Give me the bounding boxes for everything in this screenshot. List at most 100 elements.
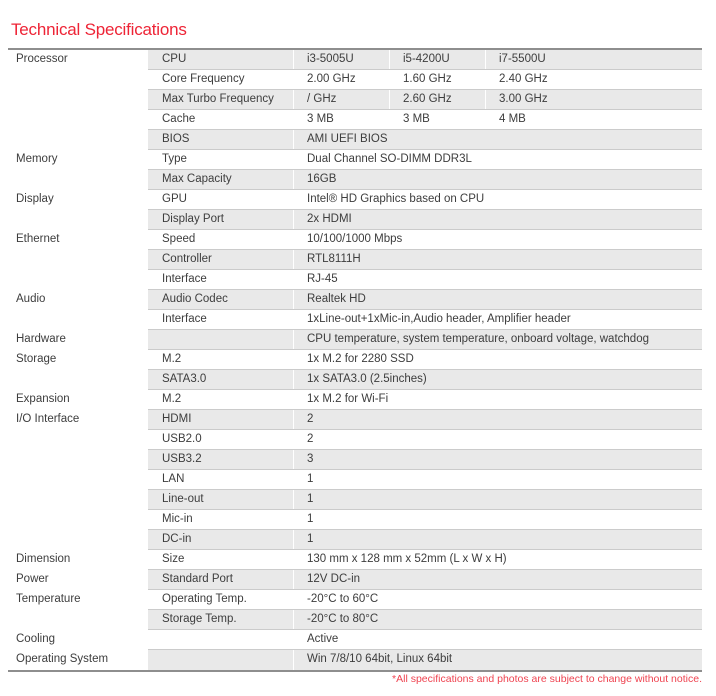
spec-value-cell: 1 [293,490,702,509]
category-cell: Dimension [8,550,148,570]
spec-subrow: Operating Temp. -20°C to 60°C [148,590,702,610]
spec-row: USB2.0 2 [8,430,702,450]
spec-row: Storage M.2 1x M.2 for 2280 SSD [8,350,702,370]
spec-label-cell: GPU [162,193,187,205]
spec-subrow: Max Turbo Frequency / GHz 2.60 GHz 3.00 GHz [148,90,702,110]
spec-label-cell: Size [162,553,185,565]
spec-row: Storage Temp. -20°C to 80°C [8,610,702,630]
spec-label-cell: Interface [162,273,207,285]
spec-row: Cooling Active [8,630,702,650]
spec-subrow: Display Port 2x HDMI [148,210,702,230]
spec-label-cell: Controller [162,253,212,265]
spec-label-cell [148,650,293,670]
spec-label-cell: Operating Temp. [162,593,247,605]
category-cell [8,130,148,150]
category-cell: Expansion [8,390,148,410]
category-cell: Storage [8,350,148,370]
spec-label-cell: LAN [162,473,185,485]
spec-subrow: CPU i3-5005U i5-4200U i7-5500U [148,50,702,70]
category-cell [8,70,148,90]
spec-label-cell: Display Port [162,213,224,225]
category-cell [8,90,148,110]
category-cell: Operating System [8,650,148,670]
category-cell: Cooling [8,630,148,650]
spec-label-cell: Standard Port [162,573,233,585]
spec-value-cell: Active [293,630,702,649]
spec-subrow: CPU temperature, system temperature, onb… [148,330,702,350]
category-cell: Audio [8,290,148,310]
spec-label-cell: Type [162,153,187,165]
spec-row: Line-out 1 [8,490,702,510]
spec-value-cell: 1 [293,470,702,489]
spec-subrow: Controller RTL8111H [148,250,702,270]
spec-label-cell: HDMI [162,413,192,425]
spec-table: Processor CPU i3-5005U i5-4200U i7-5500U Core… [8,48,702,672]
spec-subrow: Cache 3 MB 3 MB 4 MB [148,110,702,130]
spec-value-cell: Intel® HD Graphics based on CPU [293,190,702,209]
spec-subrow: DC-in 1 [148,530,702,550]
spec-label-cell: Cache [162,113,196,125]
spec-row: Hardware CPU temperature, system temperat… [8,330,702,350]
spec-row: SATA3.0 1x SATA3.0 (2.5inches) [8,370,702,390]
spec-row: Temperature Operating Temp. -20°C to 60°C [8,590,702,610]
spec-row: Max Capacity 16GB [8,170,702,190]
spec-row: Display GPU Intel® HD Graphics based on CP… [8,190,702,210]
spec-label-cell: USB2.0 [162,433,202,445]
spec-subrow: LAN 1 [148,470,702,490]
spec-value-cell: i7-5500U [485,50,702,69]
spec-subrow: Storage Temp. -20°C to 80°C [148,610,702,630]
category-cell [8,370,148,390]
spec-value-cell: Realtek HD [293,290,702,309]
spec-row: USB3.2 3 [8,450,702,470]
spec-value-cell: 1x M.2 for Wi-Fi [293,390,702,409]
spec-subrow: Core Frequency 2.00 GHz 1.60 GHz 2.40 GHz [148,70,702,90]
spec-subrow: Type Dual Channel SO-DIMM DDR3L [148,150,702,170]
spec-subrow: GPU Intel® HD Graphics based on CPU [148,190,702,210]
category-cell: I/O Interface [8,410,148,430]
spec-value-cell: 1xLine-out+1xMic-in,Audio header, Amplif… [293,310,702,329]
category-cell [8,170,148,190]
disclaimer-footnote: *All specifications and photos are subje… [392,673,702,685]
category-cell: Temperature [8,590,148,610]
spec-subrow: Size 130 mm x 128 mm x 52mm (L x W x H) [148,550,702,570]
category-cell [8,470,148,490]
spec-subrow: USB2.0 2 [148,430,702,450]
spec-value-cell: 3 [293,450,702,469]
category-cell: Memory [8,150,148,170]
category-cell: Hardware [8,330,148,350]
spec-value-cell: Dual Channel SO-DIMM DDR3L [293,150,702,169]
spec-label-cell: Storage Temp. [162,613,237,625]
spec-subrow: Win 7/8/10 64bit, Linux 64bit [148,650,702,670]
category-cell [8,510,148,530]
spec-label-cell [148,630,293,649]
spec-subrow: SATA3.0 1x SATA3.0 (2.5inches) [148,370,702,390]
category-cell [8,210,148,230]
spec-label-cell [148,330,293,349]
spec-value-cell: RTL8111H [293,250,702,269]
category-cell: Processor [8,50,148,70]
spec-label-cell: Audio Codec [162,293,228,305]
spec-row: Interface RJ-45 [8,270,702,290]
spec-row: Cache 3 MB 3 MB 4 MB [8,110,702,130]
category-cell [8,610,148,630]
spec-row: Memory Type Dual Channel SO-DIMM DDR3L [8,150,702,170]
spec-subrow: Line-out 1 [148,490,702,510]
spec-row: Core Frequency 2.00 GHz 1.60 GHz 2.40 GHz [8,70,702,90]
spec-value-cell: 2.40 GHz [485,70,702,89]
spec-value-cell: Win 7/8/10 64bit, Linux 64bit [293,650,702,670]
spec-value-cell: RJ-45 [293,270,702,289]
spec-value-cell: 2x HDMI [293,210,702,229]
spec-subrow: Max Capacity 16GB [148,170,702,190]
page-title: Technical Specifications [11,20,187,40]
category-cell: Ethernet [8,230,148,250]
category-cell [8,270,148,290]
spec-label-cell: Max Turbo Frequency [162,93,274,105]
spec-label-cell: Mic-in [162,513,193,525]
category-cell: Display [8,190,148,210]
spec-value-cell: 3 MB [293,110,389,129]
spec-value-cell: 12V DC-in [293,570,702,589]
spec-row: BIOS AMI UEFI BIOS [8,130,702,150]
spec-value-cell: AMI UEFI BIOS [293,130,702,149]
spec-value-cell: 3 MB [389,110,485,129]
